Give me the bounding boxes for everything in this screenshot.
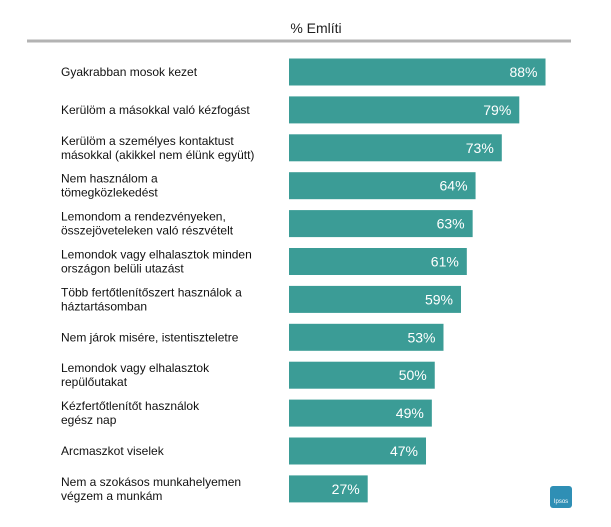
bar-rows: 88% Gyakrabban mosok kezet 79% Kerülöm a má… bbox=[61, 58, 546, 503]
bar-value-label: 59% bbox=[425, 291, 453, 307]
bar-value-label: 49% bbox=[396, 405, 424, 421]
bar bbox=[289, 285, 461, 313]
bar-value-label: 50% bbox=[399, 367, 427, 383]
bar-value-label: 88% bbox=[509, 64, 537, 80]
bar bbox=[289, 172, 476, 200]
bar bbox=[289, 323, 444, 351]
bar bbox=[289, 58, 546, 86]
bar-value-label: 64% bbox=[440, 178, 468, 194]
bar bbox=[289, 210, 473, 238]
column-header: % Említi bbox=[290, 20, 341, 36]
bar bbox=[289, 399, 432, 427]
category-label: Több fertőtlenítőszert használok a háztar… bbox=[61, 285, 242, 313]
category-label: Gyakrabban mosok kezet bbox=[61, 65, 198, 79]
category-label: Kerülöm a másokkal való kézfogást bbox=[61, 103, 250, 117]
bar bbox=[289, 96, 520, 124]
bar-value-label: 73% bbox=[466, 140, 494, 156]
category-label: Lemondok vagy elhalasztok minden országon… bbox=[61, 248, 252, 276]
category-label: Arcmaszkot viselek bbox=[61, 444, 165, 458]
bar-value-label: 47% bbox=[390, 443, 418, 459]
category-label: Nem a szokásos munkahelyemen végzem a mun… bbox=[61, 475, 241, 503]
bar-value-label: 27% bbox=[332, 481, 360, 497]
bar-value-label: 79% bbox=[483, 102, 511, 118]
category-label: Kézfertőtlenítőt használok egész nap bbox=[61, 399, 200, 427]
category-label: Lemondok vagy elhalasztok repülőutakat bbox=[61, 361, 210, 389]
category-label: Lemondom a rendezvényeken, összejövetelek… bbox=[61, 210, 234, 238]
bar-value-label: 53% bbox=[407, 329, 435, 345]
bar-value-label: 63% bbox=[437, 216, 465, 232]
ipsos-logo: Ipsos bbox=[550, 486, 572, 508]
category-label: Kerülöm a személyes kontaktust másokkal (… bbox=[61, 134, 254, 162]
bar bbox=[289, 437, 427, 465]
bar bbox=[289, 134, 502, 162]
bar bbox=[289, 475, 368, 503]
bar-value-label: 61% bbox=[431, 254, 459, 270]
category-label: Nem használom a tömegközlekedést bbox=[61, 172, 158, 200]
bar bbox=[289, 248, 467, 275]
category-label: Nem járok misére, istentiszteletre bbox=[61, 330, 239, 344]
bar bbox=[289, 361, 435, 389]
